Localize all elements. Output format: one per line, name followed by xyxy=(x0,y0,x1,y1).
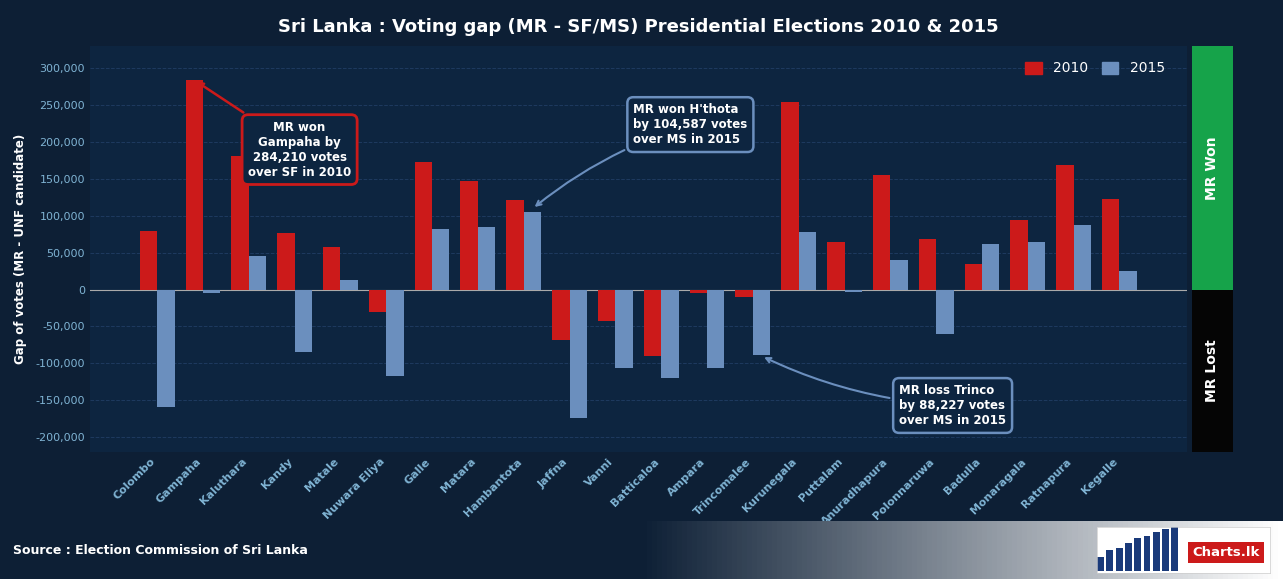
Text: MR won
Gampaha by
284,210 votes
over SF in 2010: MR won Gampaha by 284,210 votes over SF … xyxy=(199,83,352,178)
Bar xyxy=(1102,199,1120,290)
Bar xyxy=(1056,165,1074,290)
Text: MR loss Trinco
by 88,227 votes
over MS in 2015: MR loss Trinco by 88,227 votes over MS i… xyxy=(766,358,1006,427)
Y-axis label: Gap of votes (MR - UNF candidate): Gap of votes (MR - UNF candidate) xyxy=(14,134,27,364)
Bar xyxy=(735,290,753,297)
Bar xyxy=(598,290,616,321)
Bar xyxy=(368,290,386,312)
Bar xyxy=(277,233,295,290)
Text: MR Won: MR Won xyxy=(1206,136,1219,200)
Text: MR Lost: MR Lost xyxy=(1206,339,1219,402)
Text: MR won H'thota
by 104,587 votes
over MS in 2015: MR won H'thota by 104,587 votes over MS … xyxy=(536,103,748,206)
Bar xyxy=(690,290,707,293)
Bar xyxy=(753,290,770,354)
Bar xyxy=(844,290,862,292)
Bar xyxy=(1028,241,1046,290)
Bar xyxy=(872,175,890,290)
Bar xyxy=(340,280,358,290)
Bar xyxy=(890,260,908,290)
Bar xyxy=(1171,527,1178,571)
Bar xyxy=(231,156,249,290)
Title: Sri Lanka : Voting gap (MR - SF/MS) Presidential Elections 2010 & 2015: Sri Lanka : Voting gap (MR - SF/MS) Pres… xyxy=(278,19,998,36)
Bar xyxy=(414,162,432,290)
Bar xyxy=(1097,557,1103,571)
Bar xyxy=(552,290,570,340)
Bar xyxy=(644,290,661,356)
Bar xyxy=(295,290,312,352)
Bar xyxy=(507,200,523,290)
Text: Source : Election Commission of Sri Lanka: Source : Election Commission of Sri Lank… xyxy=(13,544,308,556)
Bar xyxy=(707,290,725,368)
Bar xyxy=(828,241,844,290)
Bar xyxy=(461,181,477,290)
Bar xyxy=(477,227,495,290)
Bar xyxy=(937,290,953,334)
Bar xyxy=(1011,220,1028,290)
Bar xyxy=(799,232,816,290)
Bar xyxy=(1162,529,1169,571)
Bar xyxy=(1143,536,1151,571)
Bar xyxy=(140,230,157,290)
Bar xyxy=(157,290,174,408)
Bar xyxy=(523,212,541,290)
Bar xyxy=(570,290,586,419)
Bar xyxy=(919,239,937,290)
Bar xyxy=(323,247,340,290)
Text: Charts.lk: Charts.lk xyxy=(1192,546,1260,559)
Bar xyxy=(661,290,679,378)
Bar xyxy=(965,263,981,290)
Bar xyxy=(432,229,449,290)
Bar xyxy=(1116,548,1123,571)
Bar xyxy=(616,290,633,368)
Bar xyxy=(1106,550,1114,571)
Bar xyxy=(1074,225,1091,290)
Legend: 2010, 2015: 2010, 2015 xyxy=(1021,57,1169,80)
Bar xyxy=(249,255,266,290)
Bar xyxy=(203,290,221,293)
Bar xyxy=(1134,538,1141,571)
Bar xyxy=(781,102,799,290)
Bar xyxy=(1120,271,1137,290)
Bar xyxy=(186,80,203,290)
Bar xyxy=(981,244,999,290)
Bar xyxy=(1125,543,1132,571)
Bar xyxy=(386,290,404,376)
Bar xyxy=(1153,532,1160,571)
